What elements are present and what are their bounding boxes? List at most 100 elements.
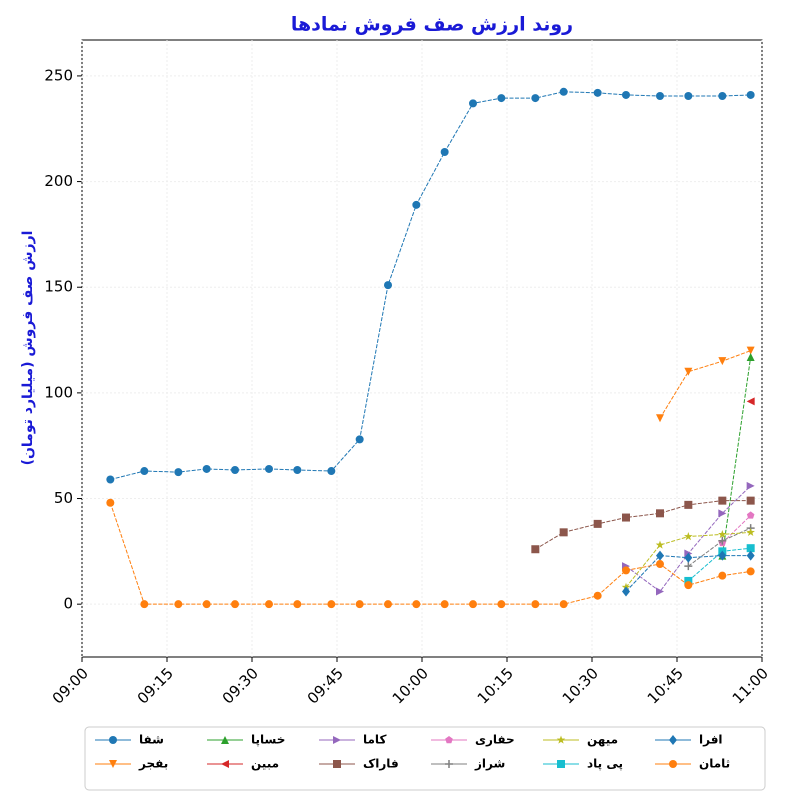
legend-marker xyxy=(669,760,677,768)
point xyxy=(718,536,727,545)
point xyxy=(497,600,506,609)
point xyxy=(746,550,755,561)
point xyxy=(656,509,664,518)
y-axis-label: ارزش صف فروش (میلیارد تومان) xyxy=(20,231,36,466)
point xyxy=(559,528,568,537)
point xyxy=(293,600,302,609)
point xyxy=(684,532,693,541)
point xyxy=(265,600,273,609)
point xyxy=(746,527,755,536)
point xyxy=(718,571,727,580)
x-tick-label: 09:00 xyxy=(49,664,92,707)
series-line xyxy=(659,350,751,419)
legend-marker xyxy=(109,736,117,744)
point xyxy=(593,591,602,600)
point xyxy=(622,90,630,99)
point xyxy=(656,550,664,561)
legend-marker xyxy=(556,735,566,744)
point xyxy=(718,357,727,366)
y-tick-label: 250 xyxy=(44,66,73,84)
point xyxy=(106,475,115,484)
legend-marker xyxy=(221,760,229,768)
y-tick-label: 200 xyxy=(44,172,73,190)
point xyxy=(746,346,755,355)
legend-label: خساپا xyxy=(251,733,285,747)
point xyxy=(684,500,693,509)
legend-label: افرا xyxy=(699,733,723,747)
legend-marker xyxy=(221,736,229,744)
legend-label: شفا xyxy=(139,733,164,747)
point xyxy=(231,600,239,609)
legend xyxy=(84,726,766,791)
legend-label: بفجر xyxy=(138,757,168,771)
point xyxy=(355,435,364,444)
point xyxy=(140,600,149,609)
legend-label: پی پاد xyxy=(587,757,623,771)
x-tick-label: 09:15 xyxy=(134,664,177,707)
point xyxy=(746,511,755,519)
point xyxy=(440,147,449,156)
point xyxy=(718,91,727,100)
legend-marker xyxy=(333,736,341,744)
point xyxy=(746,567,755,576)
point xyxy=(684,367,693,376)
x-tick-label: 11:00 xyxy=(729,664,772,707)
series-line xyxy=(721,356,752,556)
legend-label: ثامان xyxy=(699,757,730,771)
legend-label: فاراک xyxy=(363,757,399,771)
series-line xyxy=(535,500,751,550)
point xyxy=(593,519,602,528)
point xyxy=(140,467,149,476)
point xyxy=(384,281,392,290)
legend-label: میهن xyxy=(587,733,618,747)
point xyxy=(174,468,183,477)
x-tick-label: 09:45 xyxy=(304,664,347,707)
y-tick-label: 150 xyxy=(44,278,73,296)
legend-marker xyxy=(669,735,677,745)
legend-marker xyxy=(557,760,565,768)
point xyxy=(684,91,693,100)
point xyxy=(469,600,477,609)
point xyxy=(327,600,336,609)
x-tick-label: 10:00 xyxy=(389,664,432,707)
point xyxy=(202,600,211,609)
x-tick-label: 10:30 xyxy=(559,664,602,707)
series-line xyxy=(110,91,751,480)
point xyxy=(412,600,421,609)
point xyxy=(531,600,540,609)
x-tick-label: 09:30 xyxy=(219,664,262,707)
point xyxy=(593,88,602,97)
x-tick-label: 10:45 xyxy=(644,664,687,707)
x-tick-label: 10:15 xyxy=(474,664,517,707)
point xyxy=(497,94,506,103)
point xyxy=(655,540,665,549)
legend-marker xyxy=(445,760,453,768)
point xyxy=(684,576,693,585)
point xyxy=(746,481,755,490)
point xyxy=(327,467,336,476)
point xyxy=(531,545,540,554)
point xyxy=(718,529,727,539)
point xyxy=(684,562,693,571)
point xyxy=(718,550,727,561)
point xyxy=(559,600,568,609)
legend-marker xyxy=(109,760,117,768)
legend-marker xyxy=(445,736,453,744)
point xyxy=(231,465,239,474)
point xyxy=(106,498,115,507)
point xyxy=(469,99,477,108)
point xyxy=(656,587,664,596)
point xyxy=(746,352,755,361)
point xyxy=(265,464,273,473)
point xyxy=(202,464,211,473)
point xyxy=(656,560,664,569)
point xyxy=(684,581,693,590)
point xyxy=(656,91,664,100)
point xyxy=(718,496,727,505)
point xyxy=(412,200,421,209)
chart-title: روند ارزش صف فروش نمادها xyxy=(291,14,573,36)
point xyxy=(684,552,693,563)
point xyxy=(440,600,449,609)
point xyxy=(746,397,755,406)
